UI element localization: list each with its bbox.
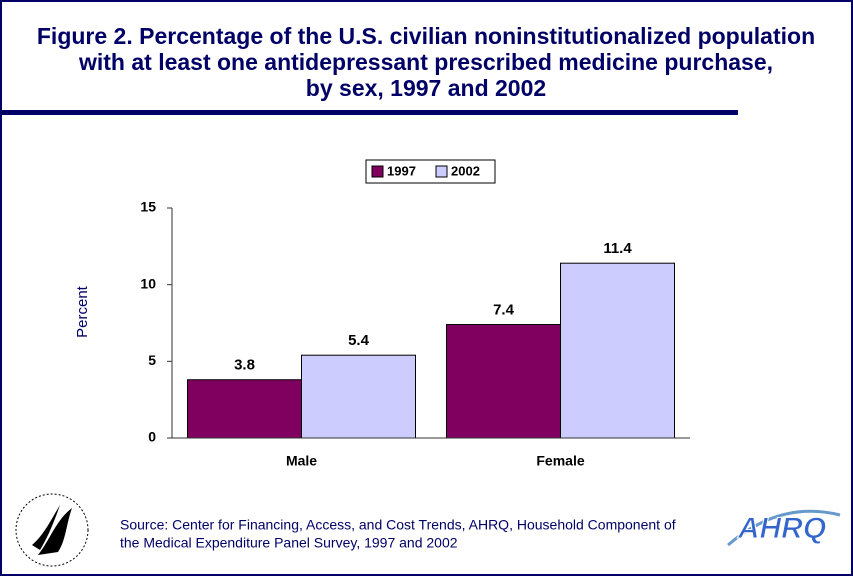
data-label: 5.4	[348, 332, 370, 349]
chart-title: Figure 2. Percentage of the U.S. civilia…	[37, 23, 815, 49]
y-tick-label: 10	[140, 275, 156, 291]
y-tick-label: 5	[148, 352, 156, 368]
legend-label: 2002	[451, 163, 480, 178]
source-note: the Medical Expenditure Panel Survey, 19…	[120, 535, 458, 551]
bar	[187, 379, 302, 439]
source-note: Source: Center for Financing, Access, an…	[120, 517, 676, 533]
legend-label: 1997	[387, 163, 416, 178]
bar	[446, 324, 561, 439]
ahrq-logo	[727, 509, 841, 547]
legend-box	[365, 159, 496, 184]
y-axis-label: Percent	[74, 285, 91, 338]
data-label: 3.8	[234, 357, 255, 374]
title-rule	[0, 110, 738, 115]
hhs-logo	[15, 493, 89, 567]
x-tick-label: Female	[536, 453, 584, 469]
chart-title: with at least one antidepressant prescri…	[78, 49, 773, 75]
y-tick-label: 0	[148, 429, 156, 445]
legend-swatch	[371, 165, 384, 178]
logo-text: AHRQ	[737, 512, 826, 545]
data-label: 7.4	[493, 302, 515, 319]
bar	[301, 354, 416, 439]
data-label: 11.4	[603, 240, 632, 257]
chart-title: by sex, 1997 and 2002	[306, 75, 546, 101]
bar	[560, 262, 675, 439]
y-tick-label: 15	[140, 199, 156, 215]
x-tick-label: Male	[286, 453, 317, 469]
legend-swatch	[435, 165, 448, 178]
